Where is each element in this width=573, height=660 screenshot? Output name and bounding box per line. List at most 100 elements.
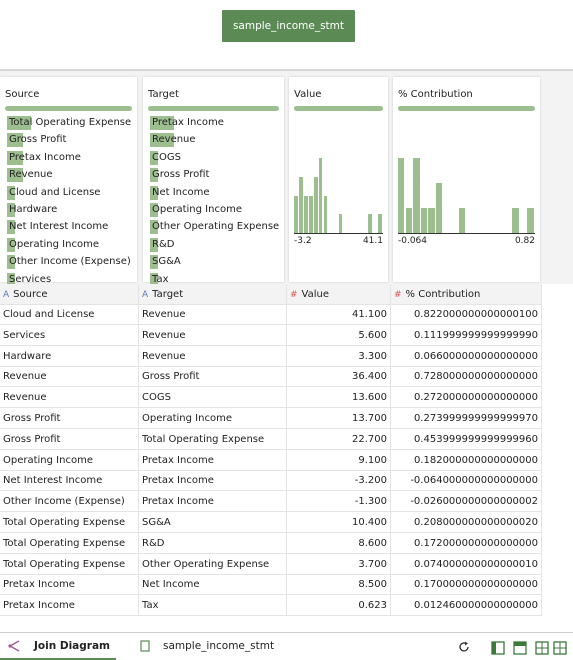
profile-item[interactable]: COGS xyxy=(150,150,181,166)
layout-icons[interactable] xyxy=(491,641,567,655)
histogram-bar xyxy=(294,195,298,233)
table-cell: 0.182000000000000000 xyxy=(391,449,542,471)
table-cell: 13.700 xyxy=(287,408,391,429)
refresh-icon[interactable] xyxy=(458,641,470,653)
profile-item[interactable]: Services xyxy=(7,272,51,288)
type-icon: # xyxy=(394,290,402,300)
table-cell: 0.453999999999999960 xyxy=(391,428,542,450)
frequency-bar xyxy=(150,272,158,287)
profile-item[interactable]: Gross Profit xyxy=(7,132,67,148)
profile-title: % Contribution xyxy=(398,89,473,100)
header-bar xyxy=(294,106,383,111)
profile-item[interactable]: Pretax Income xyxy=(150,115,224,131)
profile-item[interactable]: Pretax Income xyxy=(7,150,81,166)
dataset-button[interactable]: sample_income_stmt xyxy=(222,10,355,42)
table-cell: 0.208000000000000020 xyxy=(391,512,542,533)
frequency-bar xyxy=(150,150,158,165)
table-cell: 0.728000000000000000 xyxy=(391,366,542,388)
item-label: Revenue xyxy=(9,169,53,181)
column-header[interactable]: A Source xyxy=(0,284,139,305)
table-cell: Pretax Income xyxy=(139,449,287,471)
column-header[interactable]: A Target xyxy=(139,284,287,305)
profile-item[interactable]: Net Interest Income xyxy=(7,219,109,235)
table-cell: 8.500 xyxy=(287,574,391,596)
table-cell: Gross Profit xyxy=(139,366,287,388)
table-cell: R&D xyxy=(139,532,287,554)
histogram-bar xyxy=(298,176,303,233)
header-bar xyxy=(5,106,132,111)
histogram-bar xyxy=(378,214,382,233)
item-label: Net Interest Income xyxy=(9,221,109,233)
item-label: Revenue xyxy=(152,134,196,146)
tab[interactable]: sample_income_stmt xyxy=(163,640,275,652)
profile-item[interactable]: Gross Profit xyxy=(150,167,209,183)
histogram-bar xyxy=(323,195,328,233)
frequency-bar xyxy=(7,133,23,148)
frequency-bar xyxy=(150,255,158,270)
table-cell: 0.074000000000000010 xyxy=(391,553,542,575)
column-name: Value xyxy=(301,289,330,300)
table-cell: Hardware xyxy=(0,345,139,367)
item-label: Pretax Income xyxy=(152,117,224,128)
divider xyxy=(0,69,573,71)
table-cell: Other Income (Expense) xyxy=(0,491,139,513)
table-cell: 0.170000000000000000 xyxy=(391,574,542,596)
profile-item[interactable]: Other Income (Expense) xyxy=(7,254,131,270)
item-label: Hardware xyxy=(9,204,58,215)
histogram-bar xyxy=(413,158,420,233)
profile-item[interactable]: Revenue xyxy=(150,132,196,148)
profile-item[interactable]: Operating Income xyxy=(7,237,99,253)
profile-title: Value xyxy=(294,89,322,100)
column-name: Target xyxy=(152,289,184,300)
table-cell: 3.300 xyxy=(287,345,391,367)
profile-item[interactable]: Operating Income xyxy=(150,202,242,218)
item-label: Gross Profit xyxy=(9,134,67,146)
tab[interactable]: Join Diagram xyxy=(0,633,116,660)
profile-item[interactable]: Hardware xyxy=(7,202,58,218)
table-cell: Revenue xyxy=(139,304,287,325)
histogram-bar xyxy=(436,183,443,233)
frequency-bar xyxy=(150,133,174,148)
table-cell: -1.300 xyxy=(287,491,391,513)
profile-item[interactable]: Total Operating Expense xyxy=(7,115,132,131)
column-header[interactable]: # Value xyxy=(287,284,391,305)
header-bar xyxy=(398,106,535,111)
frequency-bar xyxy=(7,203,15,217)
histogram-bar xyxy=(405,208,413,233)
table-cell: Operating Income xyxy=(0,449,139,471)
profile-item[interactable]: Revenue xyxy=(7,167,53,183)
histogram-axis xyxy=(398,233,535,234)
profile-card: Target Pretax Income Revenue COGS Gross Prof… xyxy=(143,77,284,287)
item-label: Net Income xyxy=(152,186,210,198)
type-icon: A xyxy=(3,290,10,300)
table-cell: Total Operating Expense xyxy=(0,532,139,554)
table-cell: 13.600 xyxy=(287,387,391,409)
table-cell: Pretax Income xyxy=(0,595,139,617)
item-label: Other Income (Expense) xyxy=(9,256,131,268)
table-cell: Revenue xyxy=(0,387,139,409)
column-header[interactable]: #% Contribution xyxy=(391,284,542,305)
table-cell: 8.600 xyxy=(287,532,391,554)
profile-item[interactable]: R&D xyxy=(150,237,174,253)
frequency-bar xyxy=(150,185,158,200)
frequency-bar xyxy=(7,185,15,200)
item-label: Total Operating Expense xyxy=(9,117,132,128)
frequency-bar xyxy=(150,220,158,235)
profile-item[interactable]: Net Income xyxy=(150,185,210,201)
histogram-bar xyxy=(512,208,519,233)
histogram-max: 0.82 xyxy=(514,236,535,246)
table-cell: 0.623 xyxy=(287,595,391,617)
profile-item[interactable]: SG&A xyxy=(150,254,181,270)
profile-item[interactable]: Cloud and License xyxy=(7,185,100,201)
column-name: % Contribution xyxy=(405,289,481,300)
table-cell: 10.400 xyxy=(287,512,391,533)
table-cell: 0.822000000000000100 xyxy=(391,304,542,325)
table-cell: 0.066000000000000000 xyxy=(391,345,542,367)
profile-item[interactable]: Other Operating Expense xyxy=(150,219,279,235)
table-cell: Total Operating Expense xyxy=(0,512,139,533)
table-cell: 3.700 xyxy=(287,553,391,575)
table-cell: Gross Profit xyxy=(0,428,139,450)
profile-item[interactable]: Tax xyxy=(150,272,169,288)
histogram-bar xyxy=(420,208,428,233)
